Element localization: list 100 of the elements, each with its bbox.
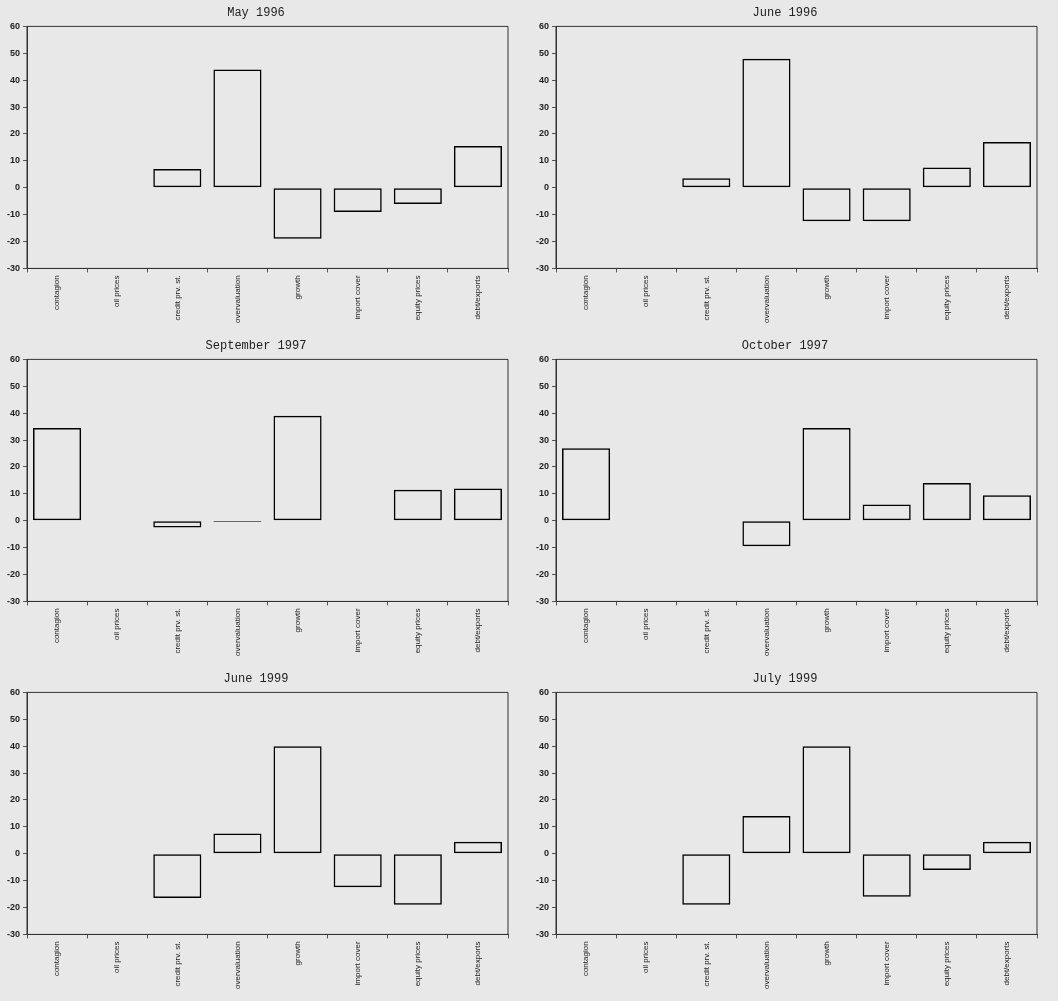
x-tick-label: overvaluation bbox=[761, 275, 771, 324]
y-tick-label: 60 bbox=[538, 20, 550, 31]
y-tick-label: 60 bbox=[9, 686, 21, 697]
chart-title: June 1996 bbox=[752, 6, 818, 21]
y-tick-label: 0 bbox=[14, 515, 21, 526]
y-tick-label: -30 bbox=[535, 595, 550, 606]
x-tick-label: overvaluation bbox=[761, 608, 771, 657]
y-tick-label: 30 bbox=[538, 101, 550, 112]
y-tick-label: -30 bbox=[535, 262, 550, 273]
y-tick-label: -30 bbox=[6, 928, 21, 939]
x-tick-label: contagion bbox=[581, 275, 591, 311]
y-tick-label: 20 bbox=[9, 128, 21, 139]
x-tick-label: growth bbox=[292, 941, 302, 966]
y-tick-label: 30 bbox=[538, 767, 550, 778]
y-tick-label: -10 bbox=[6, 542, 21, 553]
y-tick-label: 50 bbox=[9, 380, 21, 391]
x-tick-label: credit prv. st. bbox=[172, 941, 182, 987]
y-tick-label: 50 bbox=[538, 713, 550, 724]
y-tick-label: 10 bbox=[538, 821, 550, 832]
y-tick-label: 10 bbox=[538, 488, 550, 499]
x-tick-label: import cover bbox=[881, 275, 891, 320]
chart-title: July 1999 bbox=[752, 672, 818, 687]
y-tick-label: 60 bbox=[9, 20, 21, 31]
y-tick-label: 20 bbox=[538, 128, 550, 139]
y-tick-label: 20 bbox=[538, 794, 550, 805]
y-tick-label: 20 bbox=[9, 794, 21, 805]
x-tick-label: debt/exports bbox=[473, 941, 483, 986]
y-tick-label: 40 bbox=[9, 407, 21, 418]
y-tick-label: -10 bbox=[535, 542, 550, 553]
y-tick-label: -20 bbox=[6, 902, 21, 913]
y-tick-label: -30 bbox=[6, 262, 21, 273]
y-tick-label: 40 bbox=[9, 74, 21, 85]
x-tick-label: import cover bbox=[881, 608, 891, 653]
x-tick-label: growth bbox=[821, 941, 831, 966]
y-tick-label: 0 bbox=[543, 182, 550, 193]
y-tick-label: 60 bbox=[538, 353, 550, 364]
x-tick-label: equity prices bbox=[413, 275, 423, 321]
y-tick-label: 40 bbox=[538, 74, 550, 85]
y-tick-label: 50 bbox=[538, 47, 550, 58]
y-tick-label: 20 bbox=[538, 461, 550, 472]
y-tick-label: -20 bbox=[535, 236, 550, 247]
y-tick-label: -20 bbox=[6, 569, 21, 580]
x-tick-label: equity prices bbox=[942, 275, 952, 321]
x-tick-label: contagion bbox=[52, 941, 62, 977]
x-tick-label: equity prices bbox=[942, 941, 952, 987]
x-tick-label: contagion bbox=[581, 941, 591, 977]
x-tick-label: import cover bbox=[352, 275, 362, 320]
chart-title: October 1997 bbox=[741, 339, 829, 354]
y-tick-label: 50 bbox=[9, 47, 21, 58]
x-tick-label: contagion bbox=[52, 275, 62, 311]
x-tick-label: growth bbox=[821, 275, 831, 300]
y-tick-label: 40 bbox=[538, 407, 550, 418]
y-tick-label: 60 bbox=[9, 353, 21, 364]
chart-title: June 1999 bbox=[223, 672, 289, 687]
y-tick-label: 30 bbox=[9, 101, 21, 112]
y-tick-label: 20 bbox=[9, 461, 21, 472]
y-tick-label: 0 bbox=[543, 515, 550, 526]
y-tick-label: 0 bbox=[543, 848, 550, 859]
y-tick-label: 10 bbox=[9, 488, 21, 499]
y-tick-label: -30 bbox=[6, 595, 21, 606]
x-tick-label: growth bbox=[292, 275, 302, 300]
y-tick-label: -10 bbox=[6, 209, 21, 220]
y-tick-label: 10 bbox=[9, 155, 21, 166]
x-tick-label: contagion bbox=[581, 608, 591, 644]
y-tick-label: -20 bbox=[535, 569, 550, 580]
y-tick-label: 40 bbox=[9, 740, 21, 751]
x-tick-label: import cover bbox=[881, 941, 891, 986]
x-tick-label: credit prv. st. bbox=[172, 275, 182, 321]
x-tick-label: debt/exports bbox=[1002, 275, 1012, 320]
x-tick-label: import cover bbox=[352, 608, 362, 653]
x-tick-label: overvaluation bbox=[232, 608, 242, 657]
y-tick-label: -10 bbox=[535, 875, 550, 886]
x-tick-label: oil prices bbox=[641, 275, 651, 307]
x-tick-label: credit prv. st. bbox=[172, 608, 182, 654]
x-tick-label: overvaluation bbox=[232, 941, 242, 990]
x-tick-label: oil prices bbox=[641, 608, 651, 640]
y-tick-label: 10 bbox=[538, 155, 550, 166]
chart-title: May 1996 bbox=[227, 6, 285, 21]
x-tick-label: credit prv. st. bbox=[701, 941, 711, 987]
x-tick-label: equity prices bbox=[942, 608, 952, 654]
x-tick-label: import cover bbox=[352, 941, 362, 986]
x-tick-label: oil prices bbox=[112, 275, 122, 307]
y-tick-label: -20 bbox=[535, 902, 550, 913]
x-tick-label: credit prv. st. bbox=[701, 608, 711, 654]
x-tick-label: overvaluation bbox=[232, 275, 242, 324]
x-tick-label: equity prices bbox=[413, 941, 423, 987]
y-tick-label: 30 bbox=[9, 767, 21, 778]
y-tick-label: 50 bbox=[9, 713, 21, 724]
x-tick-label: oil prices bbox=[112, 608, 122, 640]
x-tick-label: credit prv. st. bbox=[701, 275, 711, 321]
y-tick-label: -30 bbox=[535, 928, 550, 939]
y-tick-label: 30 bbox=[538, 434, 550, 445]
x-tick-label: debt/exports bbox=[473, 608, 483, 653]
y-tick-label: 40 bbox=[538, 740, 550, 751]
x-tick-label: debt/exports bbox=[473, 275, 483, 320]
chart-title: September 1997 bbox=[205, 339, 307, 354]
x-tick-label: oil prices bbox=[112, 941, 122, 973]
y-tick-label: 0 bbox=[14, 182, 21, 193]
x-tick-label: equity prices bbox=[413, 608, 423, 654]
y-tick-label: 60 bbox=[538, 686, 550, 697]
